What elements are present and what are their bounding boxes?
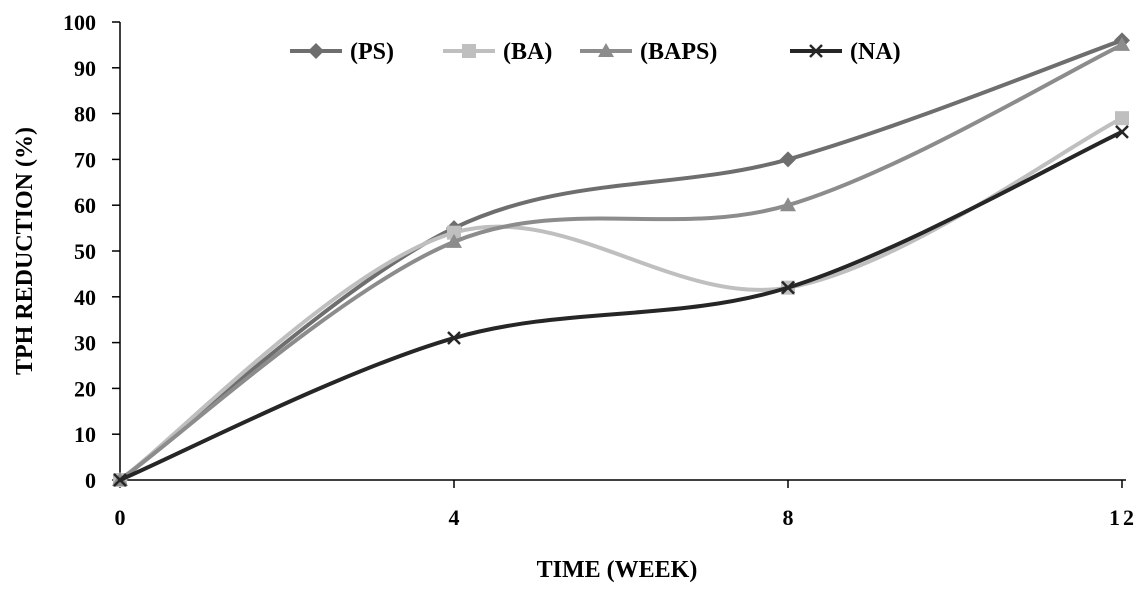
data-point-3 — [1115, 125, 1129, 139]
y-tick-label: 50 — [74, 239, 96, 264]
x-tick-label: 8 — [783, 505, 794, 530]
data-point-3 — [781, 280, 795, 295]
y-tick-label: 100 — [63, 10, 96, 35]
data-point-3 — [113, 473, 127, 487]
y-tick-label: 90 — [74, 56, 96, 81]
x-tick-label: 12 — [1109, 505, 1137, 530]
x-tick-label: 4 — [449, 505, 460, 530]
y-tick-label: 10 — [74, 422, 96, 447]
y-axis-title: TPH REDUCTION (%) — [12, 127, 38, 375]
y-tick-label: 30 — [74, 331, 96, 356]
legend-label: (BA) — [503, 39, 552, 65]
data-point-1 — [1115, 111, 1129, 126]
y-tick-label: 20 — [74, 376, 96, 401]
x-marker-stroke — [1115, 125, 1129, 139]
series-line-3 — [118, 129, 1124, 482]
series-line-2 — [118, 42, 1124, 482]
x-marker-stroke — [809, 44, 823, 58]
data-point-2 — [780, 197, 796, 212]
legend-marker — [308, 43, 324, 59]
legend-label: (NA) — [850, 39, 901, 65]
y-tick-label: 40 — [74, 285, 96, 310]
data-point-3 — [447, 331, 461, 345]
x-axis-title: TIME (WEEK) — [537, 557, 698, 583]
legend-item-1: (BA) — [443, 39, 552, 65]
series-line-0 — [118, 38, 1124, 482]
data-point-2 — [446, 233, 462, 248]
legend-item-3: (NA) — [790, 39, 901, 65]
y-tick-label: 80 — [74, 102, 96, 127]
x-tick-label: 0 — [115, 505, 126, 530]
x-marker-stroke — [781, 280, 795, 295]
x-marker-stroke — [113, 473, 127, 487]
legend-marker — [598, 43, 614, 57]
data-point-1 — [447, 225, 461, 240]
legend-label: (BAPS) — [640, 39, 717, 65]
x-marker-stroke — [447, 331, 461, 345]
y-tick-label: 70 — [74, 147, 96, 172]
legend-marker — [809, 44, 823, 58]
legend-item-2: (BAPS) — [580, 39, 717, 65]
data-point-2 — [1114, 36, 1130, 51]
legend-item-0: (PS) — [290, 39, 394, 65]
y-tick-label: 60 — [74, 193, 96, 218]
legend-label: (PS) — [350, 39, 394, 65]
data-point-0 — [780, 151, 796, 168]
legend-marker — [462, 44, 476, 58]
series-line-1 — [118, 116, 1124, 482]
y-tick-label: 0 — [85, 468, 96, 493]
